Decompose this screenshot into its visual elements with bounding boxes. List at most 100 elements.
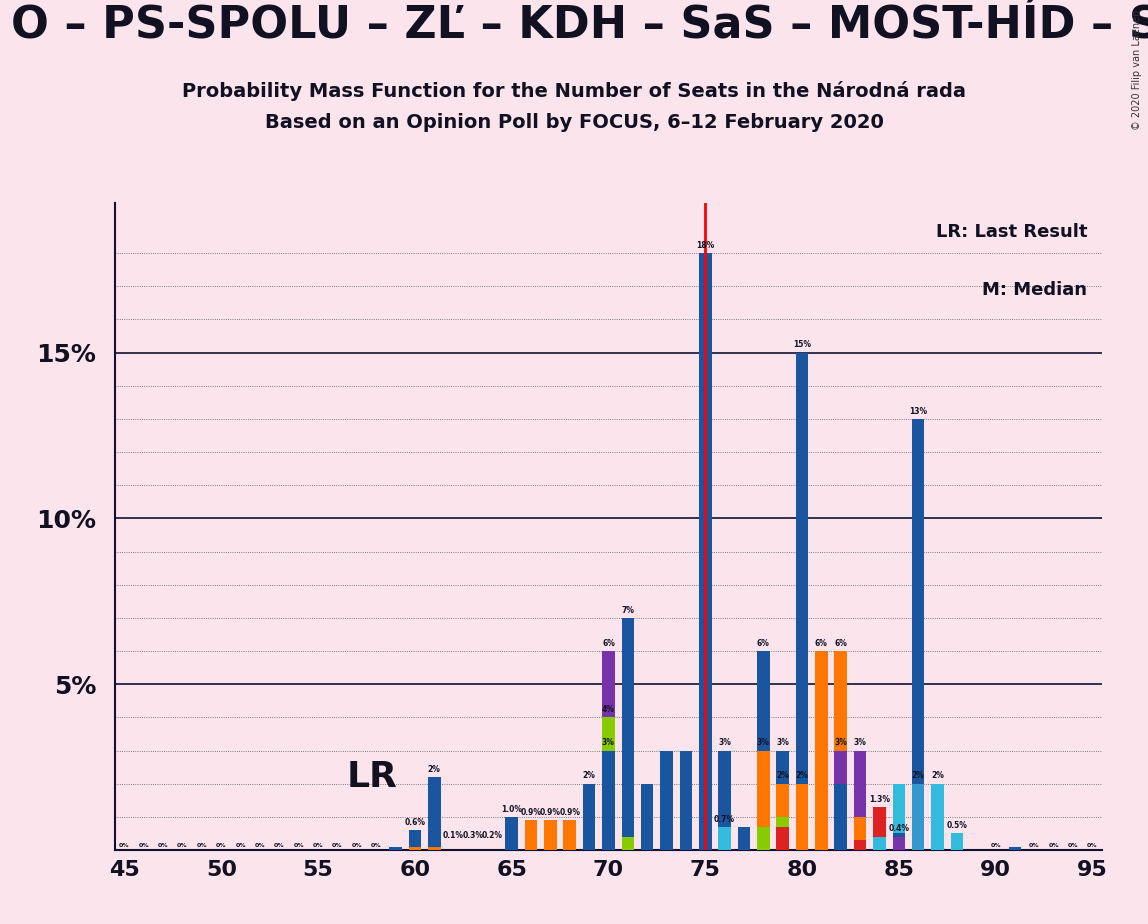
Bar	[874, 837, 886, 850]
Bar	[854, 750, 867, 850]
Bar	[757, 827, 769, 850]
Bar	[912, 784, 924, 850]
Text: O – PS-SPOLU – ZĽ – KDH – SaS – MOST-HÍD – SMK: O – PS-SPOLU – ZĽ – KDH – SaS – MOST-HÍD…	[11, 5, 1148, 48]
Bar	[428, 777, 441, 850]
Bar	[621, 837, 634, 850]
Bar	[757, 750, 769, 850]
Bar	[719, 827, 731, 850]
Text: 2%: 2%	[912, 772, 924, 781]
Text: 0%: 0%	[332, 844, 343, 848]
Bar	[951, 833, 963, 850]
Text: 0%: 0%	[274, 844, 285, 848]
Bar	[776, 784, 789, 850]
Text: 3%: 3%	[757, 738, 770, 748]
Bar	[409, 846, 421, 850]
Bar	[874, 807, 886, 850]
Bar	[641, 784, 653, 850]
Bar	[699, 253, 712, 850]
Text: 0%: 0%	[139, 844, 149, 848]
Text: 1.3%: 1.3%	[869, 795, 890, 804]
Text: 18%: 18%	[696, 241, 714, 249]
Text: 0%: 0%	[312, 844, 324, 848]
Text: 0.3%: 0.3%	[463, 831, 483, 840]
Bar	[428, 846, 441, 850]
Bar	[835, 784, 847, 850]
Bar	[603, 750, 614, 850]
Bar	[931, 784, 944, 850]
Bar	[525, 821, 537, 850]
Bar	[757, 651, 769, 850]
Bar	[660, 750, 673, 850]
Text: 4%: 4%	[602, 705, 615, 714]
Text: 3%: 3%	[854, 738, 867, 748]
Text: 0.1%: 0.1%	[443, 831, 464, 840]
Text: Probability Mass Function for the Number of Seats in the Národná rada: Probability Mass Function for the Number…	[183, 81, 965, 101]
Bar	[389, 846, 402, 850]
Bar	[874, 807, 886, 850]
Text: © 2020 Filip van Laenen: © 2020 Filip van Laenen	[1132, 9, 1142, 129]
Bar	[603, 717, 614, 850]
Bar	[564, 821, 576, 850]
Bar	[544, 821, 557, 850]
Text: 0%: 0%	[196, 844, 208, 848]
Text: 1.0%: 1.0%	[502, 805, 522, 814]
Bar	[621, 618, 634, 850]
Text: 0.4%: 0.4%	[889, 824, 909, 833]
Bar	[583, 784, 596, 850]
Text: 15%: 15%	[793, 340, 810, 349]
Text: 0%: 0%	[235, 844, 246, 848]
Text: 13%: 13%	[909, 407, 928, 416]
Bar	[854, 750, 867, 850]
Bar	[931, 784, 944, 850]
Text: 0%: 0%	[158, 844, 169, 848]
Bar	[796, 784, 808, 850]
Bar	[854, 817, 867, 850]
Text: 0.9%: 0.9%	[540, 808, 561, 817]
Bar	[719, 750, 731, 850]
Text: 0.9%: 0.9%	[520, 808, 542, 817]
Bar	[505, 817, 518, 850]
Text: 0%: 0%	[255, 844, 265, 848]
Text: 7%: 7%	[621, 605, 635, 614]
Bar	[1009, 846, 1022, 850]
Bar	[892, 833, 905, 850]
Bar	[680, 750, 692, 850]
Bar	[409, 830, 421, 850]
Text: 6%: 6%	[815, 638, 828, 648]
Bar	[738, 827, 751, 850]
Text: 2%: 2%	[583, 772, 596, 781]
Text: 3%: 3%	[719, 738, 731, 748]
Text: 0%: 0%	[177, 844, 188, 848]
Text: 0%: 0%	[1087, 844, 1097, 848]
Bar	[719, 827, 731, 850]
Text: 2%: 2%	[428, 765, 441, 773]
Text: 6%: 6%	[757, 638, 770, 648]
Bar	[815, 651, 828, 850]
Text: 0.6%: 0.6%	[404, 818, 426, 827]
Bar	[796, 353, 808, 850]
Bar	[776, 827, 789, 850]
Text: 0.7%: 0.7%	[714, 815, 735, 823]
Text: 3%: 3%	[602, 738, 615, 748]
Bar	[892, 837, 905, 850]
Text: 0.9%: 0.9%	[559, 808, 580, 817]
Text: 2%: 2%	[931, 772, 944, 781]
Text: 0%: 0%	[1029, 844, 1040, 848]
Bar	[835, 750, 847, 850]
Bar	[815, 651, 828, 850]
Bar	[951, 833, 963, 850]
Bar	[912, 419, 924, 850]
Text: 0%: 0%	[1068, 844, 1078, 848]
Text: 6%: 6%	[835, 638, 847, 648]
Bar	[892, 837, 905, 850]
Text: 2%: 2%	[776, 772, 789, 781]
Bar	[776, 750, 789, 850]
Text: 0%: 0%	[216, 844, 226, 848]
Text: 0%: 0%	[371, 844, 381, 848]
Bar	[874, 837, 886, 850]
Bar	[776, 817, 789, 850]
Text: 0.5%: 0.5%	[946, 821, 968, 830]
Text: 0%: 0%	[1048, 844, 1058, 848]
Bar	[874, 807, 886, 850]
Text: 0.2%: 0.2%	[482, 831, 503, 840]
